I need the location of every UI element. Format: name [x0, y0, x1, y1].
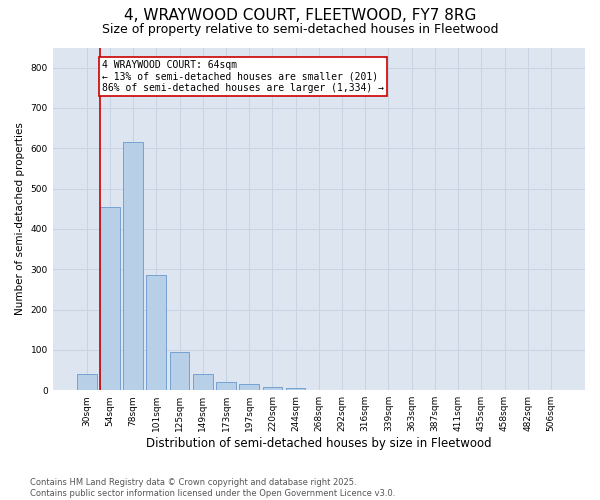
- Bar: [123, 142, 143, 390]
- X-axis label: Distribution of semi-detached houses by size in Fleetwood: Distribution of semi-detached houses by …: [146, 437, 491, 450]
- Bar: [170, 352, 190, 390]
- Bar: [239, 384, 259, 390]
- Bar: [263, 387, 282, 390]
- Text: Size of property relative to semi-detached houses in Fleetwood: Size of property relative to semi-detach…: [102, 22, 498, 36]
- Bar: [216, 382, 236, 390]
- Bar: [286, 388, 305, 390]
- Bar: [77, 374, 97, 390]
- Bar: [193, 374, 212, 390]
- Bar: [146, 276, 166, 390]
- Y-axis label: Number of semi-detached properties: Number of semi-detached properties: [15, 122, 25, 316]
- Bar: [100, 207, 120, 390]
- Text: 4 WRAYWOOD COURT: 64sqm
← 13% of semi-detached houses are smaller (201)
86% of s: 4 WRAYWOOD COURT: 64sqm ← 13% of semi-de…: [102, 60, 384, 93]
- Text: Contains HM Land Registry data © Crown copyright and database right 2025.
Contai: Contains HM Land Registry data © Crown c…: [30, 478, 395, 498]
- Text: 4, WRAYWOOD COURT, FLEETWOOD, FY7 8RG: 4, WRAYWOOD COURT, FLEETWOOD, FY7 8RG: [124, 8, 476, 22]
